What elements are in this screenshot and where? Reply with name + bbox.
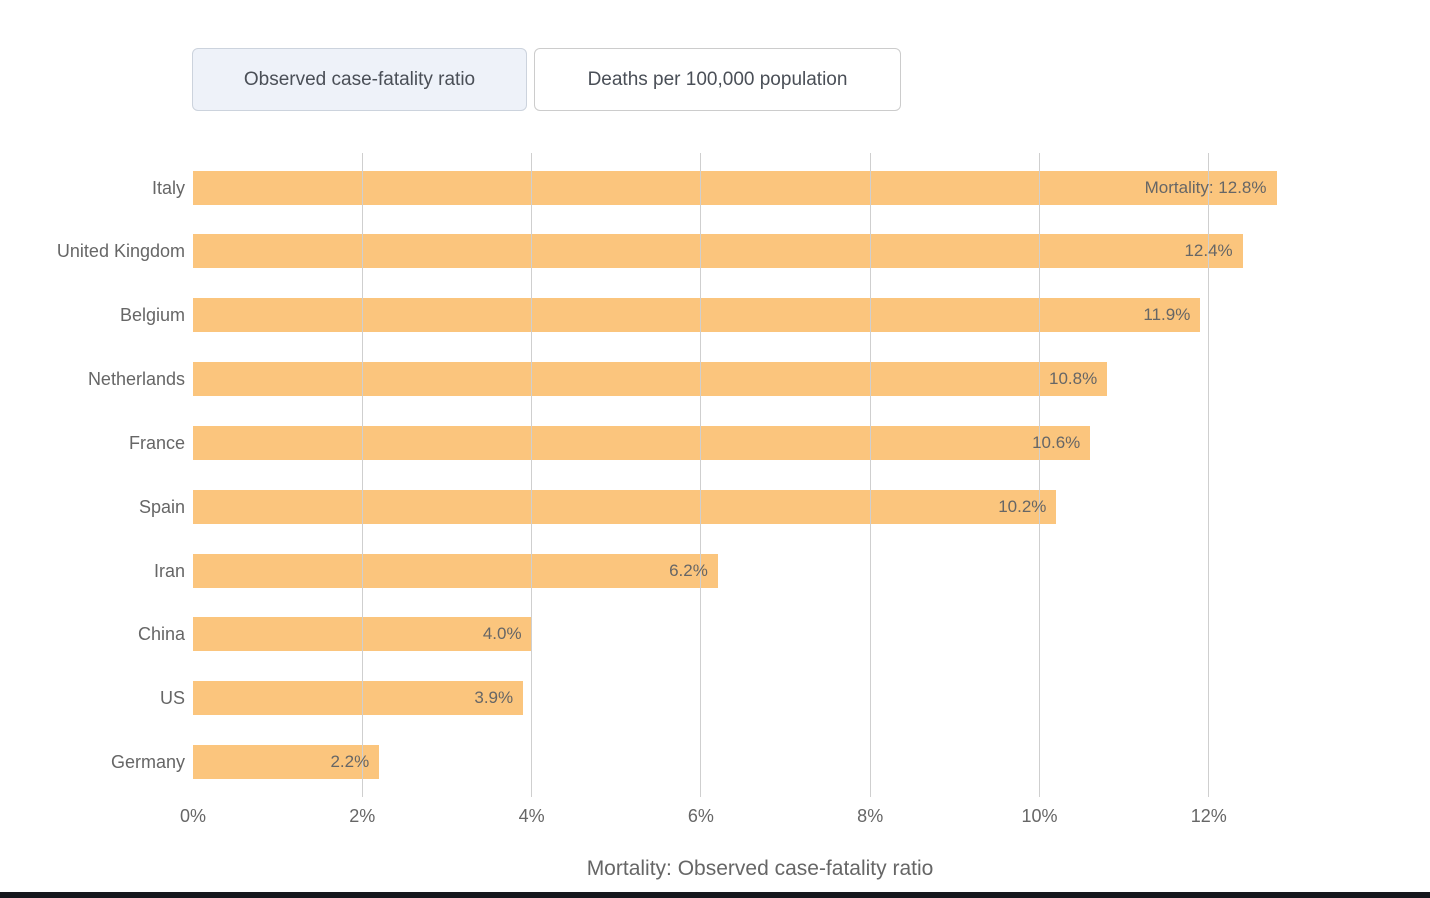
category-label: China	[137, 624, 185, 645]
bar[interactable]	[193, 553, 718, 588]
x-tick-label: 0%	[179, 806, 207, 826]
category-label: Iran	[153, 560, 185, 581]
x-tick-label: 6%	[687, 806, 714, 826]
bar[interactable]	[193, 170, 1277, 205]
bar[interactable]	[193, 234, 1243, 269]
category-label: US	[159, 688, 185, 709]
x-axis-title: Mortality: Observed case-fatality ratio	[586, 857, 934, 880]
category-label: France	[128, 432, 185, 453]
bar-value-label: 11.9%	[1143, 305, 1191, 325]
bar-value-label: 4.0%	[482, 624, 522, 644]
x-tick-label: 4%	[518, 806, 545, 826]
x-gridline	[1208, 153, 1210, 797]
bar[interactable]	[193, 745, 380, 780]
x-tick-label: 2%	[349, 806, 376, 826]
bar-value-label: 12.4%	[1184, 241, 1233, 261]
category-label: Spain	[138, 496, 185, 517]
x-gridline	[361, 153, 363, 797]
tab-observed-case-fatality-ratio[interactable]: Observed case-fatality ratio	[192, 48, 527, 111]
bar[interactable]	[193, 489, 1057, 524]
bar-value-label: 3.9%	[474, 688, 514, 708]
category-label: Italy	[151, 177, 185, 198]
bar-value-label: 10.6%	[1032, 432, 1081, 452]
bar[interactable]	[193, 362, 1108, 397]
category-label: Netherlands	[87, 369, 185, 390]
bar-value-label: 2.2%	[330, 752, 370, 772]
x-gridline	[700, 153, 702, 797]
bar[interactable]	[193, 425, 1091, 460]
footer-black-bar	[0, 892, 1430, 898]
category-label: Germany	[110, 752, 185, 773]
x-gridline	[531, 153, 533, 797]
x-gridline	[869, 153, 871, 797]
x-tick-label: 10%	[1021, 806, 1058, 826]
bar-value-label: 10.2%	[998, 496, 1047, 516]
category-label: Belgium	[119, 305, 185, 326]
x-tick-label: 12%	[1190, 806, 1227, 826]
category-label: United Kingdom	[56, 241, 185, 262]
bar-value-label: 10.8%	[1049, 369, 1098, 389]
x-tick-label: 8%	[857, 806, 884, 826]
x-gridline	[1039, 153, 1040, 797]
bar-value-label: 6.2%	[669, 560, 708, 580]
tab-deaths-per-100k-population[interactable]: Deaths per 100,000 population	[534, 48, 901, 111]
bar[interactable]	[193, 681, 524, 716]
bar-value-label: Mortality: 12.8%	[1144, 177, 1267, 197]
bar[interactable]	[193, 298, 1201, 333]
